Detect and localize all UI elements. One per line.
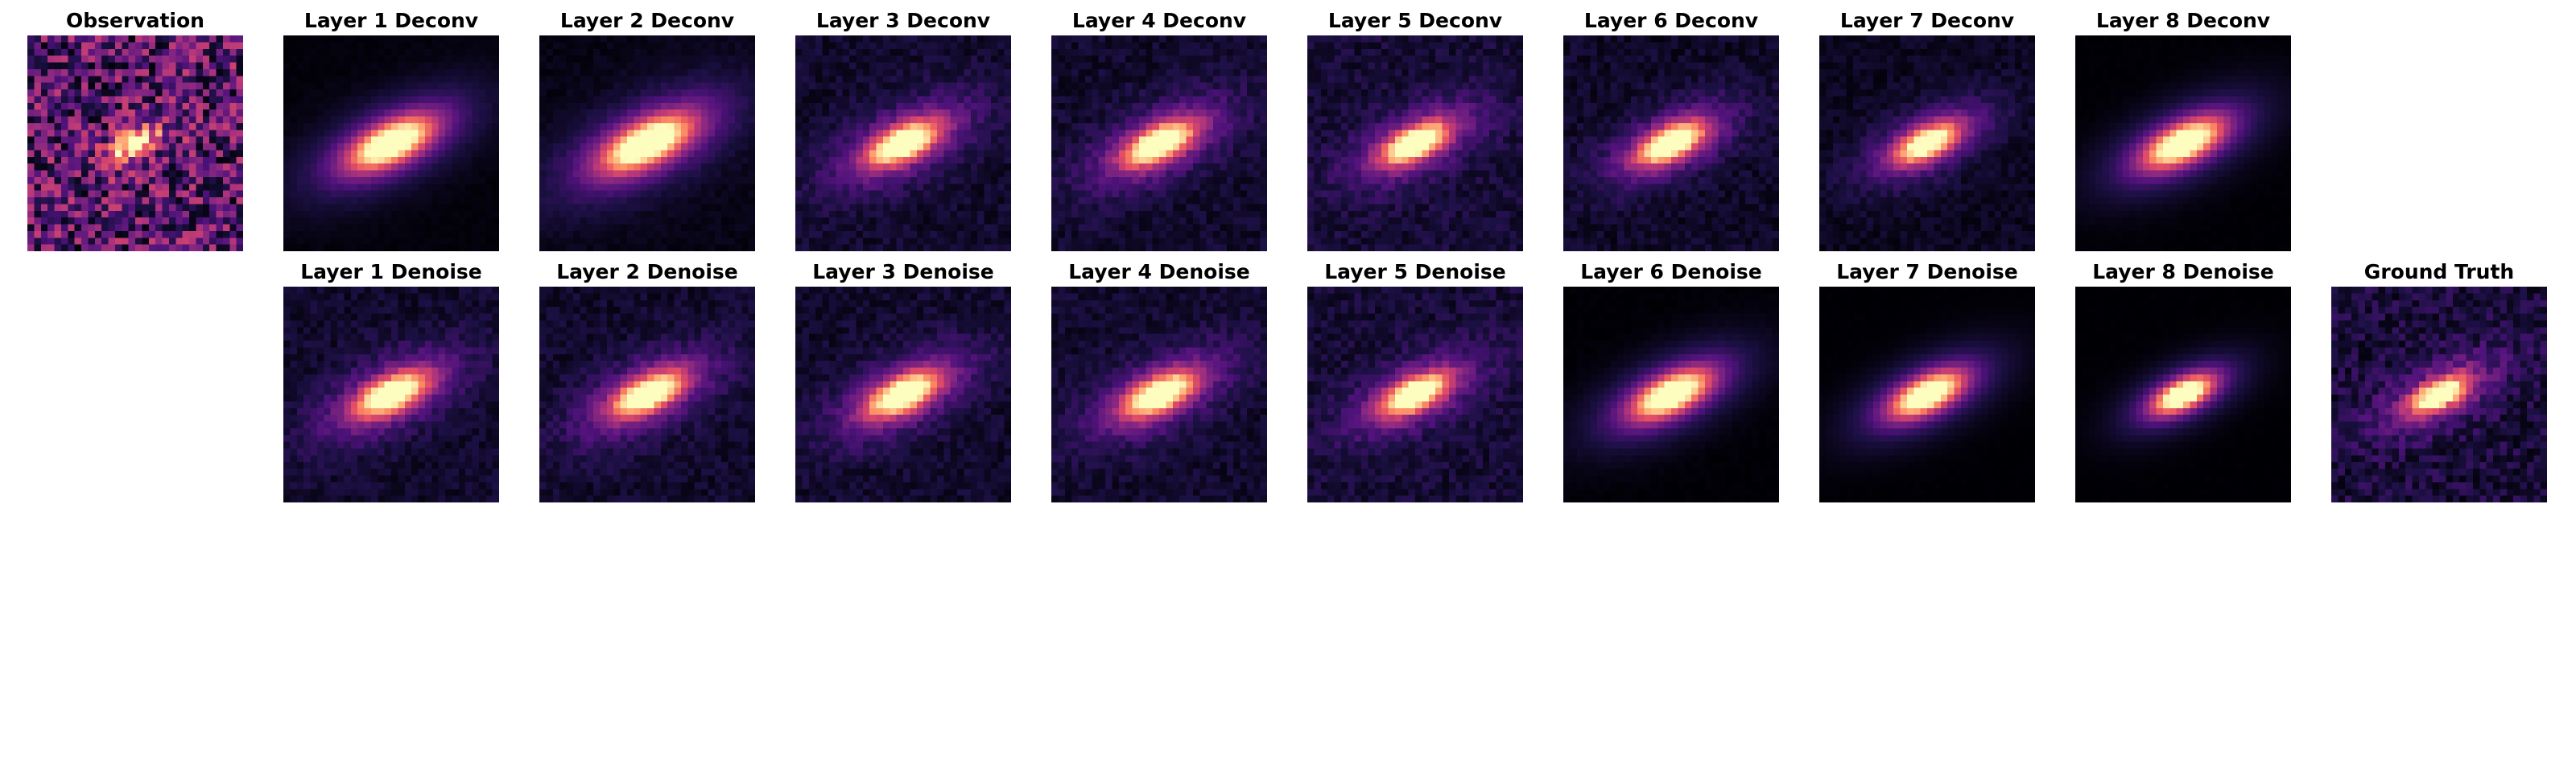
panel-image — [283, 35, 499, 251]
panel-title: Layer 6 Denoise — [1580, 260, 1762, 283]
panel-title: Layer 3 Denoise — [812, 260, 994, 283]
panel-image — [795, 35, 1011, 251]
panel-title: Layer 3 Deconv — [815, 9, 991, 32]
panel-title: Layer 7 Deconv — [1839, 9, 2015, 32]
panel-title: Ground Truth — [2363, 260, 2515, 283]
panel-image — [1819, 35, 2035, 251]
panel-image — [1051, 287, 1267, 502]
panel-image — [1307, 287, 1523, 502]
panel-title: Layer 6 Deconv — [1583, 9, 1759, 32]
panel-title: Layer 2 Denoise — [556, 260, 738, 283]
panel-title: Layer 8 Denoise — [2092, 260, 2274, 283]
panel-image — [1819, 287, 2035, 502]
panel-image — [283, 287, 499, 502]
panel-title: Observation — [66, 9, 204, 32]
panel-title: Layer 5 Denoise — [1324, 260, 1506, 283]
panel-image — [1563, 35, 1779, 251]
panel-title: Layer 7 Denoise — [1836, 260, 2018, 283]
panel-image — [27, 35, 243, 251]
panel-title: Layer 5 Deconv — [1327, 9, 1503, 32]
panel-image — [2331, 287, 2547, 502]
panel-title: Layer 1 Deconv — [303, 9, 479, 32]
panel-image — [1307, 35, 1523, 251]
panel-image — [1051, 35, 1267, 251]
panel-image — [2075, 287, 2291, 502]
panel-title: Layer 1 Denoise — [300, 260, 482, 283]
panel-title: Layer 8 Deconv — [2095, 9, 2271, 32]
panel-image — [539, 287, 755, 502]
panel-image — [2075, 35, 2291, 251]
panel-image — [539, 35, 755, 251]
panel-title: Layer 2 Deconv — [559, 9, 735, 32]
panel-title: Layer 4 Deconv — [1071, 9, 1247, 32]
panel-title: Layer 4 Denoise — [1068, 260, 1250, 283]
panel-image — [1563, 287, 1779, 502]
panel-image — [795, 287, 1011, 502]
